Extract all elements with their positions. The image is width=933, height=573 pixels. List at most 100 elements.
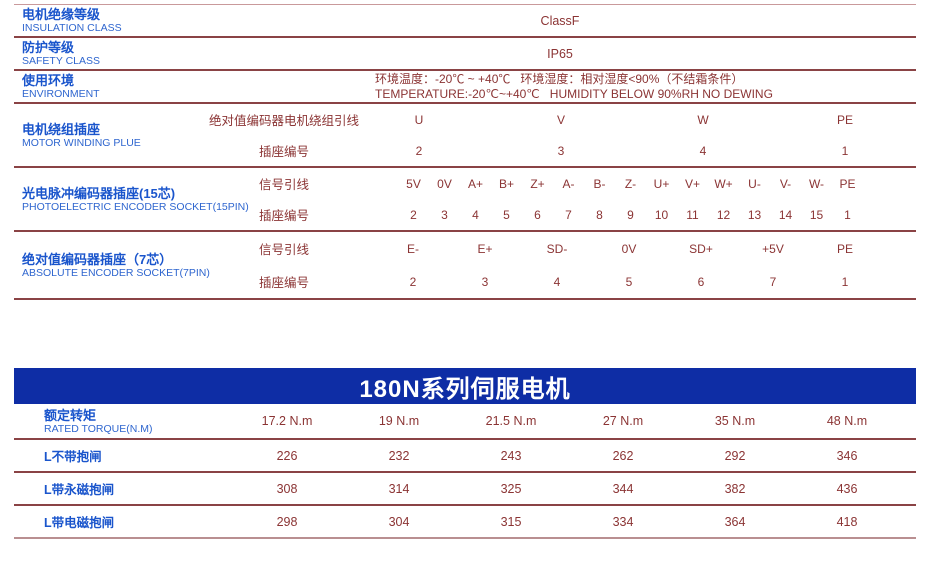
row-length-electromagnetic-brake: L带电磁抱闸 298 304 315 334 364 418: [14, 506, 916, 539]
encoder7-socket-numbers: 2 3 4 5 6 7 1: [377, 275, 881, 289]
pin-label: PE: [836, 112, 853, 127]
length-value: 298: [276, 514, 298, 529]
pin-label: B+: [498, 176, 514, 191]
encoder7-signal-row: 信号引线 E- E+ SD- 0V SD+ +5V PE: [204, 232, 916, 265]
pin-number: 11: [686, 207, 699, 222]
length-value: 308: [276, 481, 298, 496]
environment-value: 环境温度：-20℃ ~ +40℃ 环境湿度：相对湿度<90%（不结霜条件） TE…: [204, 72, 773, 102]
encoder7-socket-row: 插座编号 2 3 4 5 6 7 1: [204, 265, 916, 298]
pin-number: 3: [481, 274, 489, 289]
pin-number: 3: [557, 143, 565, 158]
encoder7-pins: E- E+ SD- 0V SD+ +5V PE: [377, 242, 881, 256]
spec-table: 电机绝缘等级 INSULATION CLASS ClassF 防护等级 SAFE…: [14, 4, 916, 300]
label-zh: L不带抱闸: [44, 450, 102, 464]
pin-number: 6: [697, 274, 705, 289]
row-length-no-brake: L不带抱闸 226 232 243 262 292 346: [14, 440, 916, 473]
pin-number: 1: [841, 143, 849, 158]
length-values: 298 304 315 334 364 418: [231, 515, 903, 529]
environment-value-en: TEMPERATURE:-20℃~+40℃ HUMIDITY BELOW 90%…: [375, 86, 773, 101]
pin-label: 0V: [437, 176, 452, 191]
encoder7-grid: 信号引线 E- E+ SD- 0V SD+ +5V PE 插座编号 2 3 4 5 6 7 1: [204, 232, 916, 298]
length-value: 346: [836, 448, 858, 463]
label-zh: 绝对值编码器插座（7芯）: [22, 251, 173, 267]
pin-number: 7: [565, 207, 572, 222]
pin-number: 2: [409, 274, 417, 289]
torque-value: 19 N.m: [378, 414, 420, 428]
length-values: 226 232 243 262 292 346: [231, 449, 903, 463]
length-no-brake-label: L不带抱闸: [14, 446, 231, 465]
pin-number: 1: [844, 207, 851, 222]
encoder15-socket-label: 插座编号: [258, 209, 309, 223]
torque-value: 27 N.m: [602, 414, 644, 428]
winding-socket-row: 插座编号 2 3 4 1: [204, 135, 916, 166]
torque-table: 额定转矩 RATED TORQUE(N.M) 17.2 N.m 19 N.m 21.…: [14, 404, 916, 539]
pin-label: SD+: [689, 241, 713, 256]
length-value: 325: [500, 481, 522, 496]
pin-label: U: [414, 112, 424, 127]
pin-label: B-: [593, 176, 606, 191]
pin-label: V+: [684, 176, 700, 191]
torque-value: 35 N.m: [714, 414, 756, 428]
pin-number: 4: [553, 274, 561, 289]
series-banner-title: 180N系列伺服电机: [359, 375, 571, 403]
torque-value: 17.2 N.m: [261, 414, 313, 428]
pin-number: 15: [809, 207, 824, 222]
length-value: 436: [836, 481, 858, 496]
row-photoelectric-encoder-socket: 光电脉冲编码器插座(15芯) PHOTOELECTRIC ENCODER SOC…: [14, 168, 916, 232]
label-en: SAFETY CLASS: [22, 55, 101, 67]
encoder15-pins: 5V 0V A+ B+ Z+ A- B- Z- U+ V+ W+ U- V- W- PE: [398, 177, 863, 191]
label-en: INSULATION CLASS: [22, 22, 122, 34]
row-motor-winding-plug: 电机绕组插座 MOTOR WINDING PLUE 绝对值编码器电机绕组引线 U…: [14, 104, 916, 168]
length-value: 262: [612, 448, 634, 463]
pin-number: 4: [472, 207, 479, 222]
pin-label: Z-: [624, 176, 637, 191]
encoder15-socket-numbers: 2 3 4 5 6 7 8 9 10 11 12 13 14 15 1: [398, 208, 863, 222]
winding-lead-row: 绝对值编码器电机绕组引线 U V W PE: [204, 104, 916, 135]
pin-number: 2: [415, 143, 423, 158]
insulation-class-value: ClassF: [540, 13, 580, 28]
pin-label: V-: [779, 176, 792, 191]
pin-label: A-: [562, 176, 575, 191]
length-value: 364: [724, 514, 746, 529]
pin-number: 3: [441, 207, 448, 222]
length-value: 226: [276, 448, 298, 463]
series-banner: 180N系列伺服电机: [14, 368, 916, 404]
pin-number: 9: [627, 207, 634, 222]
label-zh: 电机绝缘等级: [22, 7, 101, 22]
pin-number: 5: [625, 274, 633, 289]
torque-values: 17.2 N.m 19 N.m 21.5 N.m 27 N.m 35 N.m 48 N.m: [231, 414, 903, 428]
length-pm-brake-label: L带永磁抱闸: [14, 479, 231, 498]
pin-label: +5V: [762, 241, 784, 256]
torque-value: 21.5 N.m: [485, 414, 537, 428]
length-value: 334: [612, 514, 634, 529]
pin-label: V: [556, 112, 565, 127]
environment-value-zh: 环境温度：-20℃ ~ +40℃ 环境湿度：相对湿度<90%（不结霜条件）: [375, 71, 744, 86]
label-en: PHOTOELECTRIC ENCODER SOCKET(15PIN): [22, 200, 249, 213]
environment-label: 使用环境 ENVIRONMENT: [14, 73, 204, 100]
torque-value: 48 N.m: [826, 414, 868, 428]
pin-label: W: [697, 112, 709, 127]
pin-label: PE: [836, 241, 853, 256]
rated-torque-label: 额定转矩 RATED TORQUE(N.M): [14, 408, 231, 435]
pin-number: 8: [596, 207, 603, 222]
length-value: 344: [612, 481, 634, 496]
pin-number: 5: [503, 207, 510, 222]
pin-label: 5V: [406, 176, 421, 191]
length-value: 232: [388, 448, 410, 463]
motor-winding-label: 电机绕组插座 MOTOR WINDING PLUE: [14, 122, 204, 149]
row-length-permanent-magnet-brake: L带永磁抱闸 308 314 325 344 382 436: [14, 473, 916, 506]
length-value: 304: [388, 514, 410, 529]
pin-number: 10: [654, 207, 669, 222]
pin-label: A+: [467, 176, 483, 191]
encoder15-grid: 信号引线 5V 0V A+ B+ Z+ A- B- Z- U+ V+ W+ U- V- W- PE 插座编号…: [204, 168, 916, 230]
encoder7-label: 绝对值编码器插座（7芯） ABSOLUTE ENCODER SOCKET(7PI…: [14, 251, 210, 279]
pin-label: SD-: [546, 241, 568, 256]
label-zh: 额定转矩: [44, 407, 97, 423]
length-value: 315: [500, 514, 522, 529]
row-safety-class: 防护等级 SAFETY CLASS IP65: [14, 38, 916, 71]
label-en: RATED TORQUE(N.M): [44, 422, 153, 435]
pin-label: E-: [407, 241, 419, 256]
encoder15-signal-row: 信号引线 5V 0V A+ B+ Z+ A- B- Z- U+ V+ W+ U- V- W- PE: [204, 168, 916, 199]
safety-class-label: 防护等级 SAFETY CLASS: [14, 40, 204, 67]
